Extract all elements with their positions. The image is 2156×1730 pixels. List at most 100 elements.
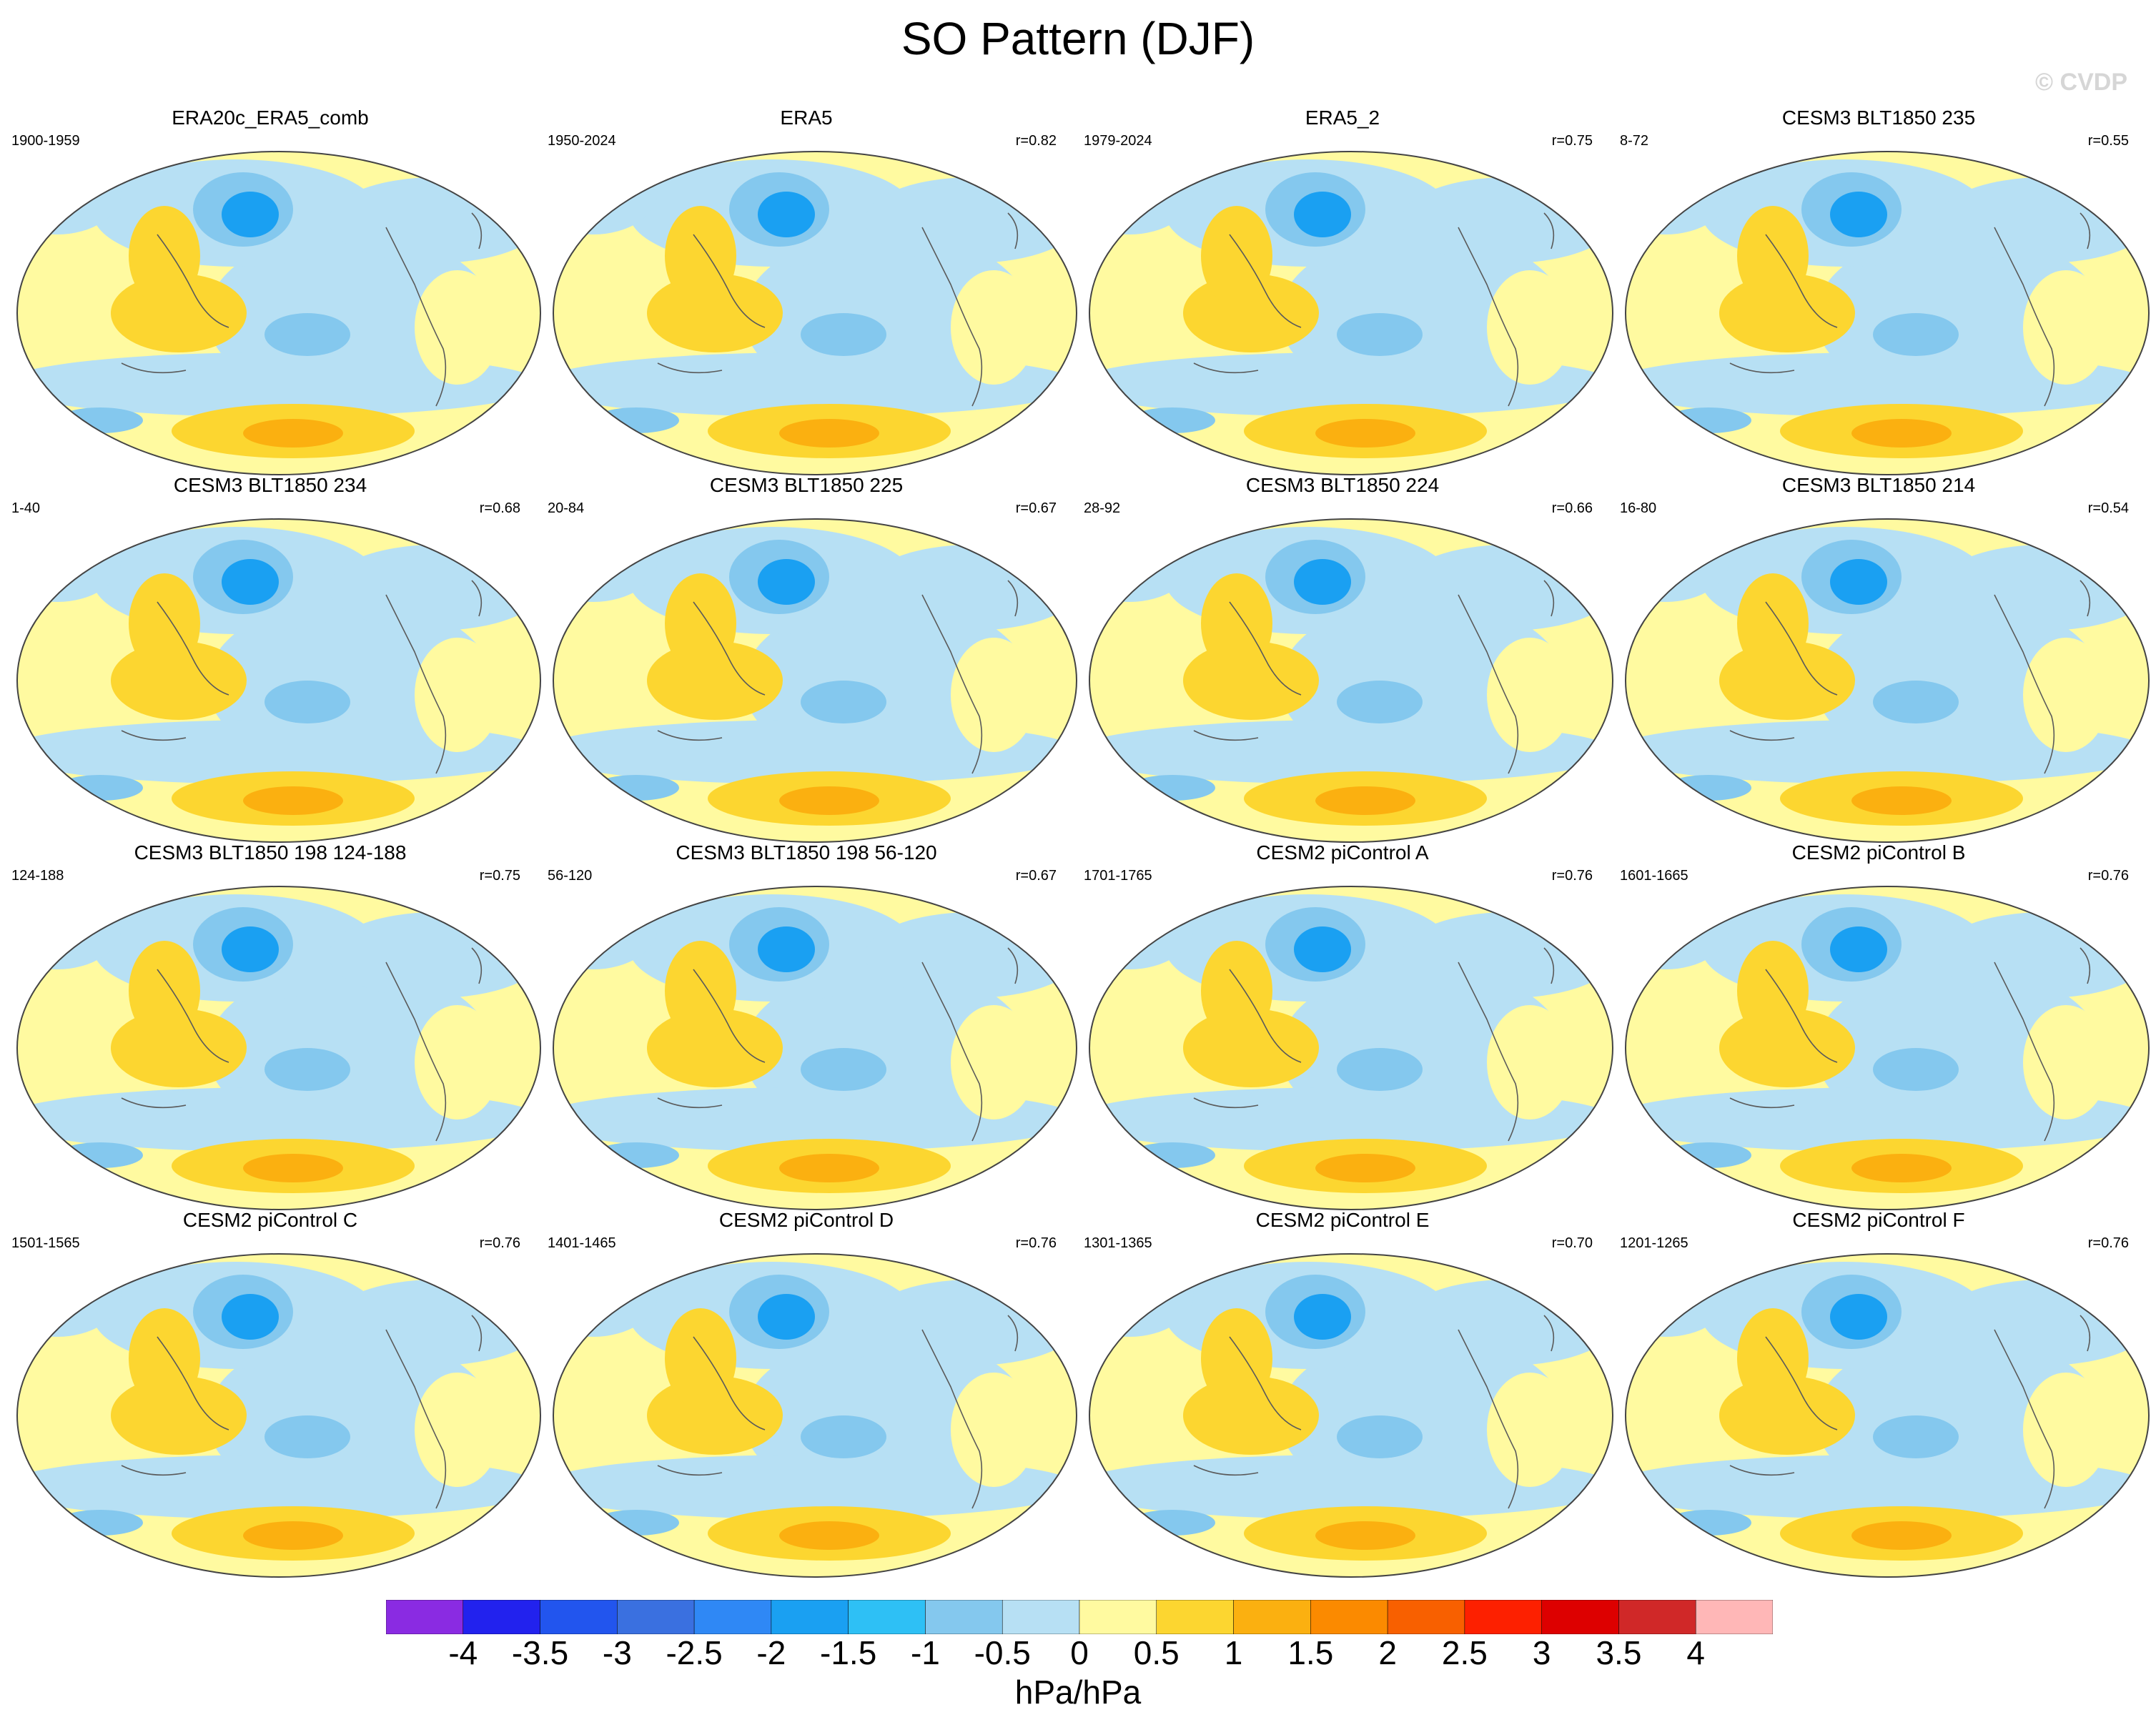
north-atlantic-negative-region	[1401, 912, 1613, 998]
coastline	[1193, 580, 1555, 774]
panel-correlation: r=0.76	[2087, 868, 2129, 884]
colorbar-tick-label: -2.5	[666, 1634, 723, 1671]
colorbar-tick-label: -2	[756, 1634, 786, 1671]
colorbar-tick-label: -1	[910, 1634, 940, 1671]
panel-period: 1900-1959	[11, 133, 80, 149]
tropical-pacific-negative-anomaly	[264, 681, 350, 723]
coastline	[657, 1315, 1019, 1509]
world-map	[16, 518, 541, 843]
north-atlantic-negative-region	[865, 177, 1077, 263]
map-panel: CESM2 piControl C 1501-1565 r=0.76	[6, 1208, 541, 1578]
map-outline	[1089, 518, 1613, 843]
tropical-pacific-negative-anomaly	[1337, 1415, 1423, 1458]
atlantic-neutral-region	[1487, 270, 1573, 385]
colorbar-box	[1387, 1600, 1465, 1634]
asia-positive-region	[1201, 1308, 1272, 1408]
world-map	[1089, 886, 1613, 1210]
map-panel: ERA5 1950-2024 r=0.82	[542, 106, 1077, 475]
tropical-pacific-negative-anomaly	[1873, 313, 1959, 356]
panel-title: ERA5	[780, 107, 833, 129]
colorbar-tick-label: -4	[448, 1634, 478, 1671]
colorbar-tick-label: 4	[1686, 1634, 1706, 1671]
world-map	[1625, 1253, 2150, 1578]
colorbar-box	[1695, 1600, 1773, 1634]
antarctic-positive-core	[243, 419, 343, 448]
panel-period: 1950-2024	[548, 133, 616, 149]
colorbar-box	[1310, 1600, 1388, 1634]
map-panel: CESM3 BLT1850 198 124-188 124-188 r=0.75	[6, 841, 541, 1210]
aleutian-low-core	[1830, 192, 1887, 237]
panel-period: 8-72	[1620, 133, 1649, 149]
world-map	[553, 886, 1077, 1210]
world-map	[16, 886, 541, 1210]
colorbar-box	[693, 1600, 772, 1634]
map-panel: CESM3 BLT1850 225 20-84 r=0.67	[542, 473, 1077, 843]
map-outline	[1625, 886, 2150, 1210]
panel-correlation: r=0.67	[1015, 500, 1057, 516]
map-panel: CESM3 BLT1850 214 16-80 r=0.54	[1614, 473, 2150, 843]
asia-positive-region	[129, 573, 200, 673]
map-panel: CESM3 BLT1850 234 1-40 r=0.68	[6, 473, 541, 843]
map-panel: CESM3 BLT1850 198 56-120 56-120 r=0.67	[542, 841, 1077, 1210]
asia-positive-region	[665, 941, 736, 1041]
asia-positive-region	[665, 206, 736, 306]
colorbar-tick-label: 3	[1532, 1634, 1551, 1671]
panel-correlation: r=0.67	[1015, 868, 1057, 884]
map-panel: ERA20c_ERA5_comb 1900-1959	[6, 106, 541, 475]
panel-period: 1401-1465	[548, 1235, 616, 1251]
colorbar-box	[771, 1600, 849, 1634]
colorbar-box	[1618, 1600, 1696, 1634]
tropical-pacific-negative-anomaly	[1337, 681, 1423, 723]
atlantic-neutral-region	[1487, 638, 1573, 752]
panel-title: CESM3 BLT1850 234	[173, 474, 367, 496]
colorbar-tick-label: 0	[1070, 1634, 1089, 1671]
map-outline	[553, 518, 1077, 843]
asia-positive-region	[1201, 941, 1272, 1041]
panel-title: CESM3 BLT1850 235	[1781, 107, 1976, 129]
antarctic-positive-core	[1315, 1521, 1415, 1550]
north-atlantic-negative-region	[865, 545, 1077, 631]
atlantic-neutral-region	[2023, 638, 2109, 752]
panel-correlation: r=0.75	[479, 868, 520, 884]
asia-positive-region	[129, 941, 200, 1041]
world-map	[1089, 1253, 1613, 1578]
panel-period: 56-120	[548, 868, 593, 884]
panel-period: 1-40	[11, 500, 41, 516]
colorbar-tick-label: 1	[1224, 1634, 1243, 1671]
map-outline	[1625, 151, 2150, 475]
colorbar-box	[848, 1600, 926, 1634]
world-map	[553, 151, 1077, 475]
coastline	[1729, 580, 2091, 774]
map-panel: CESM2 piControl A 1701-1765 r=0.76	[1078, 841, 1613, 1210]
panel-correlation: r=0.82	[1015, 133, 1057, 149]
map-panel: ERA5_2 1979-2024 r=0.75	[1078, 106, 1613, 475]
atlantic-neutral-region	[951, 638, 1037, 752]
map-panel: CESM2 piControl D 1401-1465 r=0.76	[542, 1208, 1077, 1578]
aleutian-low-core	[1294, 192, 1351, 237]
antarctic-positive-core	[779, 1521, 879, 1550]
north-atlantic-negative-region	[1401, 177, 1613, 263]
panel-correlation: r=0.54	[2087, 500, 2129, 516]
coastline	[657, 212, 1019, 407]
map-panel: CESM3 BLT1850 224 28-92 r=0.66	[1078, 473, 1613, 843]
colorbar-box	[925, 1600, 1003, 1634]
asia-positive-region	[129, 206, 200, 306]
world-map	[553, 518, 1077, 843]
asia-positive-region	[1737, 206, 1809, 306]
map-outline	[1089, 886, 1613, 1210]
tropical-pacific-negative-anomaly	[801, 1048, 886, 1091]
aleutian-low-core	[1830, 559, 1887, 605]
coastline	[657, 580, 1019, 774]
north-atlantic-negative-region	[329, 912, 540, 998]
colorbar-box	[617, 1600, 695, 1634]
asia-positive-region	[1737, 573, 1809, 673]
colorbar-tick-label: 0.5	[1133, 1634, 1180, 1671]
aleutian-low-core	[1294, 926, 1351, 972]
map-outline	[1089, 1253, 1613, 1578]
colorbar-box	[463, 1600, 540, 1634]
north-atlantic-negative-region	[865, 912, 1077, 998]
map-outline	[16, 518, 541, 843]
colorbar-box	[540, 1600, 618, 1634]
atlantic-neutral-region	[951, 1373, 1037, 1487]
panel-title: CESM2 piControl A	[1256, 841, 1429, 864]
